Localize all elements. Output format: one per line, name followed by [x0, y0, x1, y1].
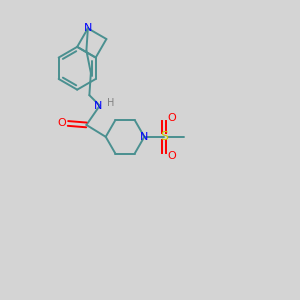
Text: O: O [57, 118, 66, 128]
Text: N: N [94, 100, 103, 111]
Text: N: N [140, 132, 148, 142]
Text: O: O [168, 151, 176, 160]
Text: N: N [84, 23, 92, 33]
Text: O: O [168, 113, 176, 123]
Text: H: H [107, 98, 115, 108]
Text: S: S [160, 130, 168, 143]
